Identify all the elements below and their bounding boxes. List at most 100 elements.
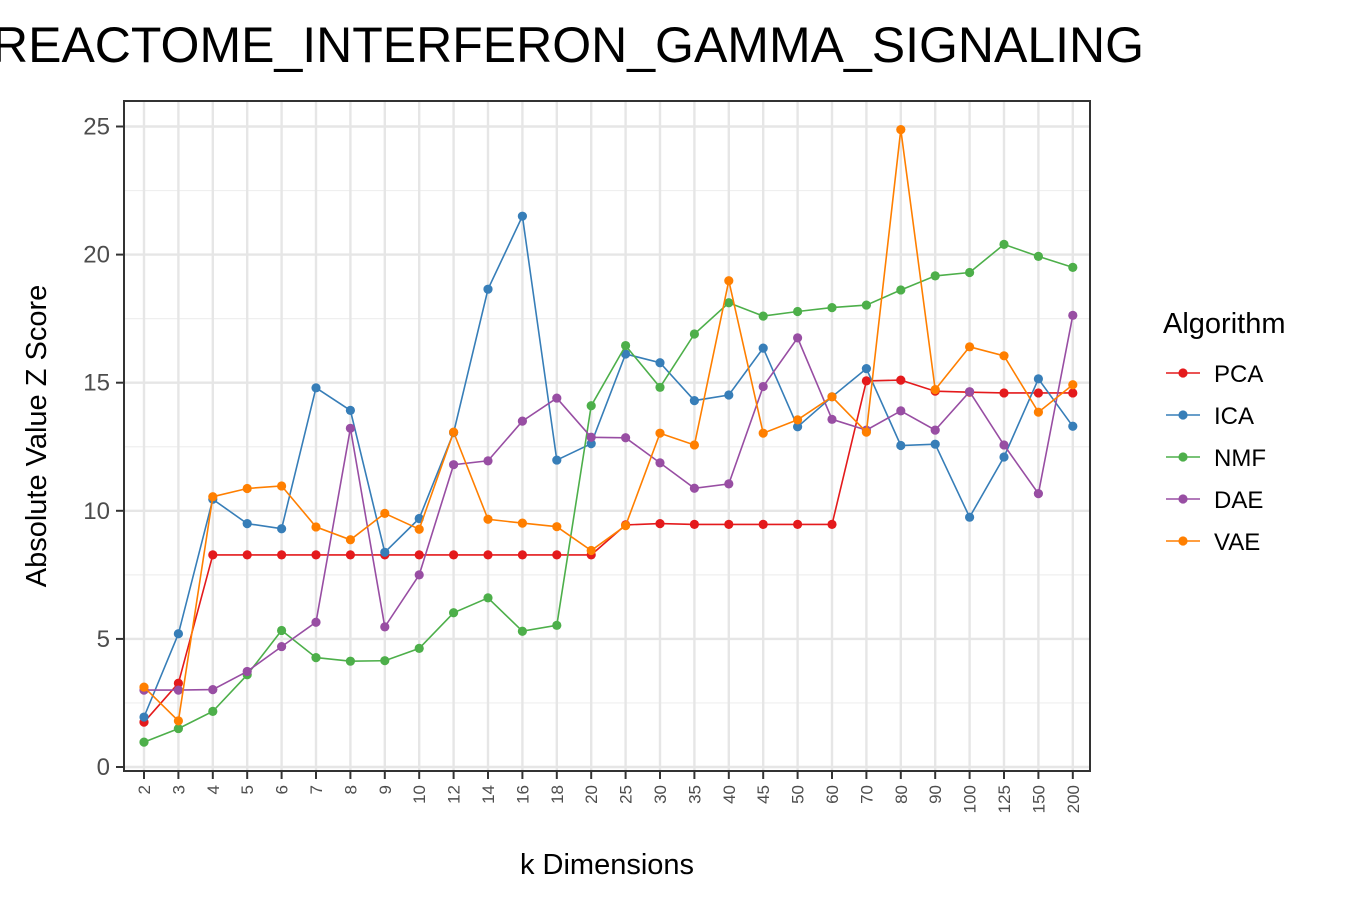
data-point-pca xyxy=(896,375,906,385)
x-tick-label: 18 xyxy=(548,785,567,804)
x-tick-label: 6 xyxy=(273,785,292,794)
x-tick-label: 20 xyxy=(582,785,601,804)
series-line-nmf xyxy=(143,243,1074,743)
data-point-dae xyxy=(552,393,562,403)
data-point-pca xyxy=(208,550,218,560)
data-point-pca xyxy=(414,550,424,560)
x-tick-label: 70 xyxy=(857,785,876,804)
data-point-dae xyxy=(896,406,906,416)
data-point-dae xyxy=(311,617,321,627)
x-tick-label: 45 xyxy=(754,785,773,804)
x-tick-label: 125 xyxy=(995,785,1014,813)
data-point-pca xyxy=(827,519,837,529)
data-point-nmf xyxy=(345,656,355,666)
data-point-dae xyxy=(689,483,700,493)
data-point-dae xyxy=(277,641,287,652)
data-point-ica xyxy=(311,383,321,393)
data-point-pca xyxy=(345,550,355,560)
data-point-pca xyxy=(999,388,1009,398)
legend-key-point xyxy=(1178,452,1188,462)
data-point-vae xyxy=(1033,407,1043,417)
data-point-nmf xyxy=(793,306,803,317)
data-point-pca xyxy=(242,550,252,560)
data-point-vae xyxy=(414,524,424,534)
x-tick-label: 16 xyxy=(513,785,532,804)
x-tick-label: 100 xyxy=(961,785,980,813)
y-axis: 0 5 10 15 20 25 xyxy=(83,114,124,781)
x-tick-label: 2 xyxy=(135,785,154,794)
legend-key-point xyxy=(1178,368,1188,378)
data-point-vae xyxy=(242,483,252,494)
legend-item-nmf: NMF xyxy=(1166,445,1266,472)
x-tick-label: 90 xyxy=(926,785,945,804)
data-point-vae xyxy=(208,492,218,502)
legend-item-pca: PCA xyxy=(1166,361,1263,388)
data-point-vae xyxy=(1068,380,1078,390)
data-point-ica xyxy=(655,358,665,368)
data-point-dae xyxy=(827,414,837,424)
x-tick-label: 10 xyxy=(410,785,429,804)
x-tick-label: 200 xyxy=(1064,785,1083,813)
data-point-nmf xyxy=(758,311,768,321)
data-point-vae xyxy=(724,276,734,286)
data-point-nmf xyxy=(930,271,940,281)
data-point-dae xyxy=(965,387,975,397)
data-point-vae xyxy=(655,428,665,438)
data-point-dae xyxy=(586,432,596,442)
data-point-ica xyxy=(345,405,355,415)
data-point-nmf xyxy=(586,401,596,411)
x-tick-label: 4 xyxy=(204,785,223,794)
data-point-pca xyxy=(483,550,493,560)
legend-title: Algorithm xyxy=(1163,308,1286,340)
data-point-vae xyxy=(965,342,975,352)
data-point-vae xyxy=(758,428,768,438)
data-point-pca xyxy=(517,550,528,560)
data-point-dae xyxy=(414,570,424,580)
x-tick-label: 30 xyxy=(651,785,670,804)
data-point-dae xyxy=(724,479,734,489)
data-point-dae xyxy=(930,425,940,435)
data-point-nmf xyxy=(277,625,287,636)
data-point-dae xyxy=(173,685,183,695)
data-point-nmf xyxy=(861,300,872,310)
data-point-ica xyxy=(793,422,803,432)
series-line-ica xyxy=(143,213,1074,718)
data-point-pca xyxy=(311,550,321,560)
x-tick-label: 8 xyxy=(341,785,360,794)
data-point-nmf xyxy=(896,285,906,295)
data-point-vae xyxy=(896,124,906,135)
plot-border xyxy=(123,100,1091,772)
data-point-nmf xyxy=(449,608,459,618)
data-point-nmf xyxy=(311,653,321,663)
data-point-nmf xyxy=(1068,262,1078,273)
x-axis: 2 3 4 5 6 7 8 9 10 12 14 16 18 20 25 30 35 40 45 50 60 70 80 90… xyxy=(135,771,1083,813)
data-point-ica xyxy=(277,524,287,534)
data-point-dae xyxy=(793,333,803,343)
data-point-nmf xyxy=(380,656,390,666)
data-point-ica xyxy=(1033,374,1043,384)
y-tick-label: 10 xyxy=(83,498,110,525)
data-point-nmf xyxy=(724,298,734,308)
data-point-pca xyxy=(1068,388,1078,398)
data-point-nmf xyxy=(208,706,218,717)
data-point-nmf xyxy=(1033,251,1043,261)
data-point-vae xyxy=(345,535,355,545)
data-point-dae xyxy=(999,440,1009,450)
data-point-ica xyxy=(621,349,631,359)
data-point-vae xyxy=(793,415,803,425)
x-tick-label: 12 xyxy=(445,785,464,804)
y-tick-label: 5 xyxy=(97,626,110,653)
legend-key-point xyxy=(1178,410,1188,420)
legend-label: PCA xyxy=(1214,361,1263,388)
data-point-dae xyxy=(242,666,252,677)
x-tick-label: 14 xyxy=(479,785,498,804)
data-point-dae xyxy=(621,433,631,443)
x-tick-label: 80 xyxy=(892,785,911,804)
data-point-nmf xyxy=(827,303,837,313)
data-point-vae xyxy=(861,427,872,437)
data-point-pca xyxy=(689,519,700,529)
series-nmf xyxy=(139,239,1078,747)
y-tick-label: 25 xyxy=(83,114,110,141)
data-point-ica xyxy=(861,364,872,374)
